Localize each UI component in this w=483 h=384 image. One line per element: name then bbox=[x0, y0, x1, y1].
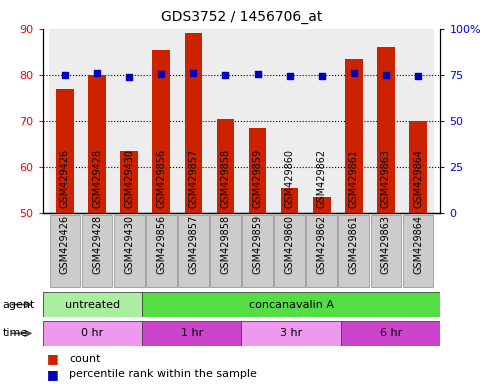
Point bbox=[318, 73, 326, 79]
Text: agent: agent bbox=[2, 300, 35, 310]
Point bbox=[93, 70, 101, 76]
Text: ■: ■ bbox=[47, 368, 59, 381]
FancyBboxPatch shape bbox=[306, 215, 337, 286]
Point bbox=[125, 74, 133, 80]
Text: 1 hr: 1 hr bbox=[181, 328, 203, 338]
Text: time: time bbox=[2, 328, 28, 338]
FancyBboxPatch shape bbox=[142, 321, 242, 346]
FancyBboxPatch shape bbox=[339, 215, 369, 286]
Bar bbox=[49, 29, 81, 213]
Bar bbox=[210, 29, 242, 213]
Bar bbox=[113, 29, 145, 213]
Bar bbox=[56, 89, 74, 384]
Text: GSM429857: GSM429857 bbox=[188, 215, 199, 274]
Bar bbox=[338, 29, 370, 213]
Text: 6 hr: 6 hr bbox=[380, 328, 402, 338]
Text: GSM429862: GSM429862 bbox=[317, 215, 327, 274]
Bar bbox=[185, 33, 202, 384]
Point bbox=[189, 70, 197, 76]
Point bbox=[414, 73, 422, 79]
Text: ■: ■ bbox=[47, 353, 59, 366]
Text: concanavalin A: concanavalin A bbox=[249, 300, 334, 310]
Bar bbox=[370, 29, 402, 213]
Point bbox=[61, 72, 69, 78]
Bar bbox=[313, 197, 330, 384]
Text: GSM429864: GSM429864 bbox=[413, 215, 423, 274]
Bar bbox=[217, 119, 234, 384]
Text: 0 hr: 0 hr bbox=[81, 328, 103, 338]
Bar bbox=[177, 29, 210, 213]
Text: GSM429428: GSM429428 bbox=[92, 215, 102, 274]
FancyBboxPatch shape bbox=[50, 215, 80, 286]
Text: GSM429861: GSM429861 bbox=[349, 215, 359, 274]
Point bbox=[382, 72, 390, 78]
FancyBboxPatch shape bbox=[43, 292, 142, 317]
FancyBboxPatch shape bbox=[341, 321, 440, 346]
Text: GSM429859: GSM429859 bbox=[253, 215, 263, 274]
FancyBboxPatch shape bbox=[274, 215, 305, 286]
Bar bbox=[249, 128, 267, 384]
FancyBboxPatch shape bbox=[370, 215, 401, 286]
FancyBboxPatch shape bbox=[178, 215, 209, 286]
Bar bbox=[345, 59, 363, 384]
Text: GSM429430: GSM429430 bbox=[124, 215, 134, 274]
Text: GSM429860: GSM429860 bbox=[284, 215, 295, 274]
Bar bbox=[145, 29, 177, 213]
Point bbox=[286, 73, 294, 79]
Text: count: count bbox=[69, 354, 100, 364]
FancyBboxPatch shape bbox=[242, 321, 341, 346]
Point bbox=[222, 72, 229, 78]
FancyBboxPatch shape bbox=[242, 215, 273, 286]
Bar bbox=[377, 47, 395, 384]
FancyBboxPatch shape bbox=[114, 215, 144, 286]
Text: GDS3752 / 1456706_at: GDS3752 / 1456706_at bbox=[161, 10, 322, 23]
Point bbox=[254, 71, 261, 77]
Text: untreated: untreated bbox=[65, 300, 120, 310]
Text: GSM429858: GSM429858 bbox=[220, 215, 230, 274]
FancyBboxPatch shape bbox=[146, 215, 177, 286]
Bar bbox=[402, 29, 434, 213]
Text: GSM429856: GSM429856 bbox=[156, 215, 166, 274]
FancyBboxPatch shape bbox=[43, 321, 142, 346]
FancyBboxPatch shape bbox=[82, 215, 113, 286]
Bar bbox=[81, 29, 113, 213]
Text: 3 hr: 3 hr bbox=[280, 328, 302, 338]
Text: GSM429863: GSM429863 bbox=[381, 215, 391, 274]
Bar bbox=[306, 29, 338, 213]
Bar bbox=[242, 29, 273, 213]
Text: GSM429426: GSM429426 bbox=[60, 215, 70, 274]
Point bbox=[157, 71, 165, 77]
Bar bbox=[88, 75, 106, 384]
Text: percentile rank within the sample: percentile rank within the sample bbox=[69, 369, 257, 379]
Bar bbox=[120, 151, 138, 384]
Bar bbox=[153, 50, 170, 384]
Bar bbox=[409, 121, 427, 384]
Bar bbox=[281, 188, 298, 384]
FancyBboxPatch shape bbox=[210, 215, 241, 286]
Point bbox=[350, 70, 358, 76]
FancyBboxPatch shape bbox=[403, 215, 433, 286]
Bar bbox=[273, 29, 306, 213]
FancyBboxPatch shape bbox=[142, 292, 440, 317]
